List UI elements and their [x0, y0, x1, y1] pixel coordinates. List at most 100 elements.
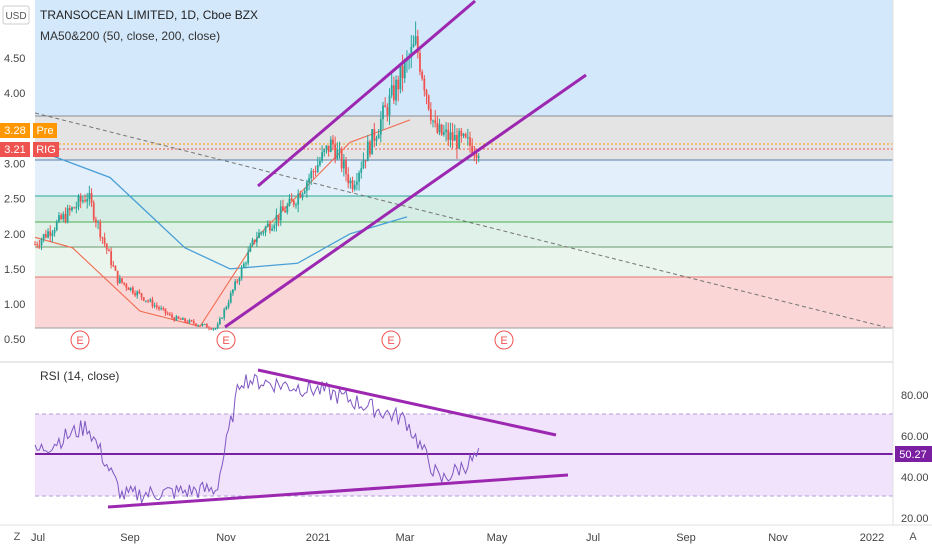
candle-body	[64, 213, 67, 222]
candle-body	[464, 133, 467, 138]
candle-body	[458, 130, 461, 149]
candle-body	[51, 232, 54, 236]
candle-body	[356, 181, 358, 185]
candle-body	[227, 302, 230, 307]
rsi-label[interactable]: RSI (14, close)	[40, 369, 119, 383]
title-bg	[35, 6, 223, 22]
candle-body	[188, 320, 191, 323]
fib-zone-green-3	[35, 247, 893, 277]
time-tick-label: 2022	[860, 532, 884, 544]
candle-body	[471, 145, 474, 155]
candle-body	[264, 226, 267, 233]
candle-body	[71, 207, 73, 211]
price-tick-label: 3.00	[4, 158, 25, 170]
fib-zone-green-1	[35, 196, 893, 222]
candle-body	[116, 270, 119, 284]
candle-body	[38, 245, 41, 247]
candle-body	[375, 138, 378, 141]
candle-body	[195, 323, 197, 326]
ma200-line	[34, 148, 408, 270]
candle-body	[432, 120, 434, 122]
rsi-pane	[34, 368, 893, 509]
candle-body	[121, 278, 123, 283]
candle-body	[136, 291, 139, 296]
candle-body	[275, 215, 278, 226]
candle-body	[292, 200, 295, 205]
candle-body	[460, 130, 463, 136]
candle-body	[386, 107, 389, 116]
candle-body	[221, 317, 223, 319]
candle-body	[47, 231, 49, 238]
candle-body	[266, 223, 269, 227]
candle-body	[312, 171, 315, 173]
candle-body	[310, 171, 313, 179]
candle-body	[216, 324, 219, 329]
candle-body	[158, 307, 160, 309]
candle-body	[347, 174, 350, 184]
candle-body	[388, 95, 391, 116]
candle-body	[66, 208, 69, 222]
time-tick-label: Nov	[768, 532, 788, 544]
candle-body	[131, 287, 134, 294]
candle-body	[203, 324, 206, 326]
candle-body	[103, 237, 106, 244]
candle-body	[334, 144, 337, 159]
time-axis[interactable]: Jul Sep Nov 2021 Mar May Jul Sep Nov 2022	[31, 532, 884, 544]
candle-body	[240, 267, 243, 279]
candle-body	[295, 204, 297, 206]
candle-body	[99, 221, 102, 238]
earnings-marker[interactable]: E	[216, 330, 236, 350]
rsi-tick-label: 40.00	[901, 472, 929, 484]
candle-body	[210, 328, 213, 330]
candle-body	[410, 47, 413, 58]
candle-body	[314, 171, 317, 173]
candle-body	[273, 225, 276, 229]
candle-body	[218, 318, 221, 325]
scale-button-log[interactable]: Z	[14, 531, 21, 543]
candle-body	[286, 205, 289, 213]
candle-body	[229, 293, 232, 303]
candle-body	[332, 139, 334, 145]
earnings-marker[interactable]: E	[494, 330, 514, 350]
chart-title: TRANSOCEAN LIMITED, 1D, Cboe BZX	[40, 8, 258, 22]
price-axis[interactable]	[893, 0, 932, 550]
candle-body	[271, 228, 273, 231]
candle-body	[147, 300, 149, 302]
time-tick-label: Jul	[586, 532, 600, 544]
time-tick-label: Jul	[31, 532, 45, 544]
currency-box[interactable]	[2, 5, 30, 25]
candle-body	[81, 200, 84, 202]
svg-text:E: E	[500, 335, 507, 347]
scale-button-auto[interactable]: A	[909, 531, 917, 543]
candle-body	[282, 206, 284, 211]
svg-text:3.21: 3.21	[4, 144, 25, 156]
candle-body	[342, 160, 345, 169]
candle-body	[369, 141, 371, 155]
candle-body	[236, 281, 239, 283]
time-tick-label: Nov	[216, 532, 236, 544]
earnings-marker[interactable]: E	[70, 330, 90, 350]
candle-body	[253, 239, 256, 243]
time-tick-label: May	[487, 532, 508, 544]
candle-body	[373, 129, 376, 141]
candle-body	[269, 223, 271, 231]
price-tick-label: 2.50	[4, 194, 25, 206]
candle-body	[323, 149, 326, 153]
candle-body	[377, 134, 380, 139]
indicator-label[interactable]: MA50&200 (50, close, 200, close)	[40, 29, 220, 43]
time-tick-label: 2021	[306, 532, 330, 544]
candle-body	[475, 154, 478, 158]
candle-body	[140, 293, 143, 298]
svg-text:3.28: 3.28	[4, 125, 25, 137]
candle-body	[127, 287, 130, 290]
fib-zones	[35, 0, 893, 328]
earnings-marker[interactable]: E	[381, 330, 401, 350]
candle-body	[473, 154, 476, 156]
candle-body	[364, 160, 367, 162]
candle-body	[149, 299, 152, 302]
candle-body	[162, 308, 165, 310]
fib-zone-gray	[35, 116, 893, 160]
candle-body	[88, 193, 91, 200]
earnings-markers: E E E E	[70, 330, 514, 350]
